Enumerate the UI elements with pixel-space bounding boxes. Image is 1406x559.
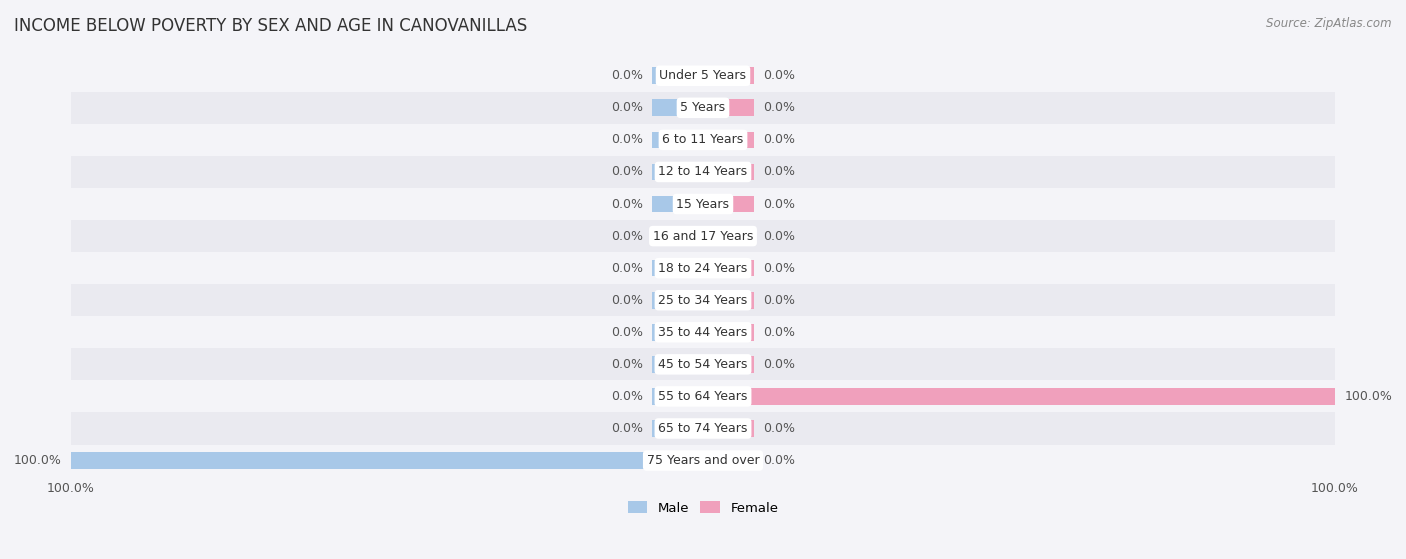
Text: 45 to 54 Years: 45 to 54 Years: [658, 358, 748, 371]
Bar: [703, 196, 754, 212]
Bar: [72, 413, 1334, 444]
Bar: [652, 356, 703, 373]
Bar: [72, 316, 1334, 348]
Bar: [652, 131, 703, 148]
Bar: [72, 124, 1334, 156]
Bar: [703, 420, 754, 437]
Bar: [703, 388, 1334, 405]
Text: 0.0%: 0.0%: [763, 165, 794, 178]
Text: 0.0%: 0.0%: [612, 69, 643, 82]
Bar: [652, 292, 703, 309]
Text: 0.0%: 0.0%: [612, 390, 643, 403]
Bar: [703, 324, 754, 340]
Bar: [703, 100, 754, 116]
Text: 100.0%: 100.0%: [14, 454, 62, 467]
Text: 75 Years and over: 75 Years and over: [647, 454, 759, 467]
Text: 0.0%: 0.0%: [612, 134, 643, 146]
Bar: [72, 444, 1334, 477]
Text: 0.0%: 0.0%: [763, 262, 794, 274]
Text: 0.0%: 0.0%: [763, 293, 794, 307]
Text: 0.0%: 0.0%: [763, 326, 794, 339]
Bar: [72, 284, 1334, 316]
Bar: [72, 348, 1334, 380]
Text: 5 Years: 5 Years: [681, 101, 725, 115]
Text: 0.0%: 0.0%: [612, 293, 643, 307]
Bar: [72, 60, 1334, 92]
Legend: Male, Female: Male, Female: [623, 496, 783, 520]
Bar: [703, 131, 754, 148]
Bar: [703, 260, 754, 277]
Bar: [72, 380, 1334, 413]
Text: 35 to 44 Years: 35 to 44 Years: [658, 326, 748, 339]
Bar: [652, 388, 703, 405]
Text: 0.0%: 0.0%: [612, 358, 643, 371]
Text: 0.0%: 0.0%: [612, 326, 643, 339]
Bar: [703, 356, 754, 373]
Text: 18 to 24 Years: 18 to 24 Years: [658, 262, 748, 274]
Text: 0.0%: 0.0%: [763, 230, 794, 243]
Bar: [652, 100, 703, 116]
Bar: [72, 452, 703, 469]
Text: 0.0%: 0.0%: [763, 454, 794, 467]
Bar: [652, 68, 703, 84]
Text: Under 5 Years: Under 5 Years: [659, 69, 747, 82]
Bar: [72, 220, 1334, 252]
Text: 100.0%: 100.0%: [1344, 390, 1392, 403]
Text: 25 to 34 Years: 25 to 34 Years: [658, 293, 748, 307]
Text: INCOME BELOW POVERTY BY SEX AND AGE IN CANOVANILLAS: INCOME BELOW POVERTY BY SEX AND AGE IN C…: [14, 17, 527, 35]
Bar: [72, 188, 1334, 220]
Bar: [72, 156, 1334, 188]
Text: 15 Years: 15 Years: [676, 197, 730, 211]
Text: 12 to 14 Years: 12 to 14 Years: [658, 165, 748, 178]
Bar: [72, 92, 1334, 124]
Text: 16 and 17 Years: 16 and 17 Years: [652, 230, 754, 243]
Text: 0.0%: 0.0%: [763, 134, 794, 146]
Text: Source: ZipAtlas.com: Source: ZipAtlas.com: [1267, 17, 1392, 30]
Text: 0.0%: 0.0%: [612, 422, 643, 435]
Text: 0.0%: 0.0%: [763, 101, 794, 115]
Text: 0.0%: 0.0%: [763, 69, 794, 82]
Text: 55 to 64 Years: 55 to 64 Years: [658, 390, 748, 403]
Bar: [703, 164, 754, 181]
Bar: [703, 452, 754, 469]
Bar: [652, 324, 703, 340]
Text: 0.0%: 0.0%: [763, 197, 794, 211]
Bar: [652, 228, 703, 244]
Bar: [703, 228, 754, 244]
Text: 0.0%: 0.0%: [612, 165, 643, 178]
Bar: [652, 196, 703, 212]
Text: 0.0%: 0.0%: [763, 422, 794, 435]
Bar: [703, 292, 754, 309]
Bar: [72, 252, 1334, 284]
Bar: [703, 68, 754, 84]
Text: 65 to 74 Years: 65 to 74 Years: [658, 422, 748, 435]
Bar: [652, 164, 703, 181]
Text: 0.0%: 0.0%: [612, 262, 643, 274]
Bar: [652, 420, 703, 437]
Text: 0.0%: 0.0%: [612, 230, 643, 243]
Text: 0.0%: 0.0%: [612, 197, 643, 211]
Text: 0.0%: 0.0%: [763, 358, 794, 371]
Bar: [652, 260, 703, 277]
Text: 6 to 11 Years: 6 to 11 Years: [662, 134, 744, 146]
Text: 0.0%: 0.0%: [612, 101, 643, 115]
